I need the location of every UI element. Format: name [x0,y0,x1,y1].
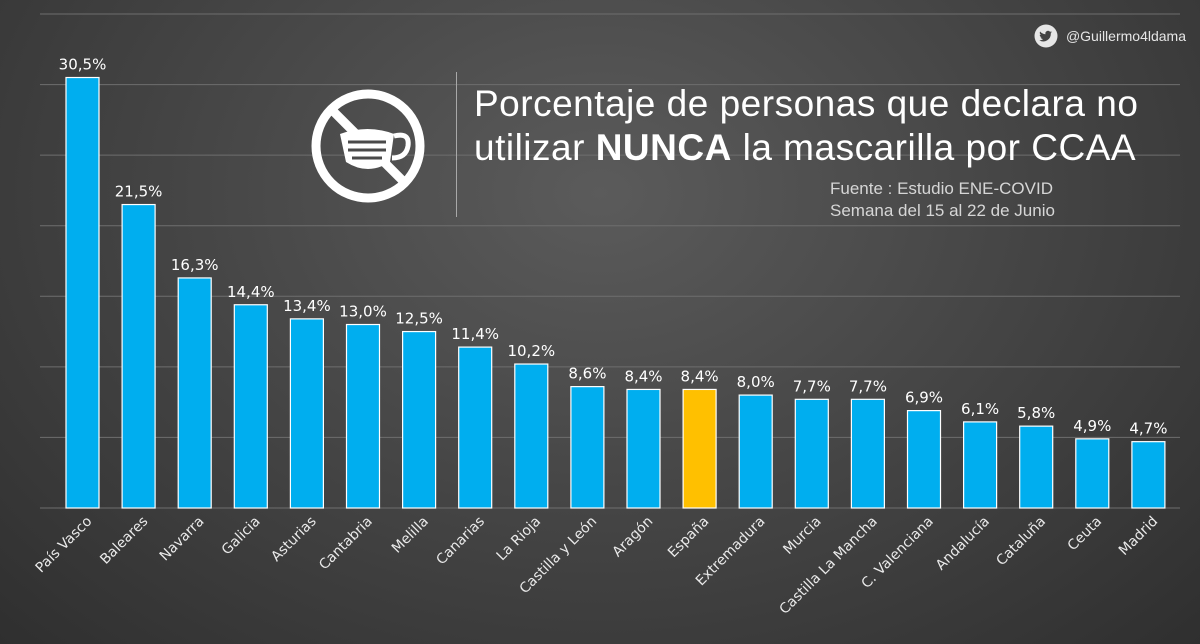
category-label: Cataluña [993,514,1049,570]
bar [345,323,381,509]
bar [962,421,998,509]
bar [177,277,212,509]
bars [65,76,1166,509]
value-label: 12,5% [395,310,443,328]
category-label: Murcia [780,514,824,558]
value-label: 11,4% [451,325,499,343]
no-mask-icon [306,84,430,208]
category-label: Cantabria [316,514,376,574]
bar [626,388,661,509]
bar [850,398,886,509]
category-label: Asturias [268,514,319,565]
value-label: 13,0% [339,303,387,321]
grid-lines [40,13,1180,509]
author-credit: @Guillermo4ldama [1034,24,1186,48]
source-line-2: Semana del 15 al 22 de Junio [830,201,1055,220]
title-block: Porcentaje de personas que declara no ut… [306,72,1186,220]
category-label: España [665,514,712,561]
bar [514,363,549,509]
bar [121,203,156,509]
bar [402,330,437,509]
category-label: Melilla [389,514,432,557]
value-label: 30,5% [59,56,107,74]
bar [289,318,324,509]
title-emphasis: NUNCA [595,127,732,168]
bar [233,304,268,509]
category-label: Ceuta [1065,514,1106,555]
category-label: Baleares [97,514,151,568]
bar [682,388,717,509]
twitter-handle: @Guillermo4ldama [1065,28,1186,44]
value-label: 7,7% [793,377,831,395]
bar [1075,438,1110,509]
category-label: Madrid [1116,514,1161,559]
value-label: 8,4% [681,367,719,385]
bar [1131,441,1166,509]
category-label: Canarias [433,514,488,569]
value-label: 4,9% [1073,417,1111,435]
value-label: 6,1% [961,400,999,418]
title-divider [456,72,457,217]
category-label: La Rioja [494,514,545,565]
category-label: Andalucía [933,514,993,574]
category-label: Aragón [609,514,656,561]
value-labels: 30,5% 21,5% 16,3% 14,4% 13,4% 13,0% 12,5% 11,4%… [59,56,1168,438]
twitter-bird-icon [1034,24,1058,48]
value-label: 7,7% [849,377,887,395]
value-label: 8,0% [737,373,775,391]
bar [738,394,773,509]
source-line-1: Fuente : Estudio ENE-COVID [830,179,1053,198]
category-label: Galicia [219,514,264,559]
bar [65,76,100,509]
bar [906,410,942,509]
category-label: País Vasco [33,514,96,577]
value-label: 13,4% [283,297,331,315]
value-label: 6,9% [905,389,943,407]
value-label: 8,4% [624,367,662,385]
bar [570,386,605,509]
value-label: 5,8% [1017,404,1055,422]
category-label: Castilla La Mancha [777,514,881,618]
value-label: 21,5% [115,183,163,201]
bar [458,346,493,509]
category-label: Navarra [157,514,208,565]
chart-title: Porcentaje de personas que declara no ut… [474,83,1139,168]
value-label: 8,6% [568,365,606,383]
bar [1019,425,1054,509]
value-label: 10,2% [507,342,555,360]
source-note: Fuente : Estudio ENE-COVID Semana del 15… [830,178,1055,222]
value-label: 14,4% [227,283,275,301]
category-labels: País Vasco Baleares Navarra Galicia Asturias… [33,514,1162,618]
value-label: 16,3% [171,256,219,274]
value-label: 4,7% [1129,420,1167,438]
bar [794,398,829,509]
